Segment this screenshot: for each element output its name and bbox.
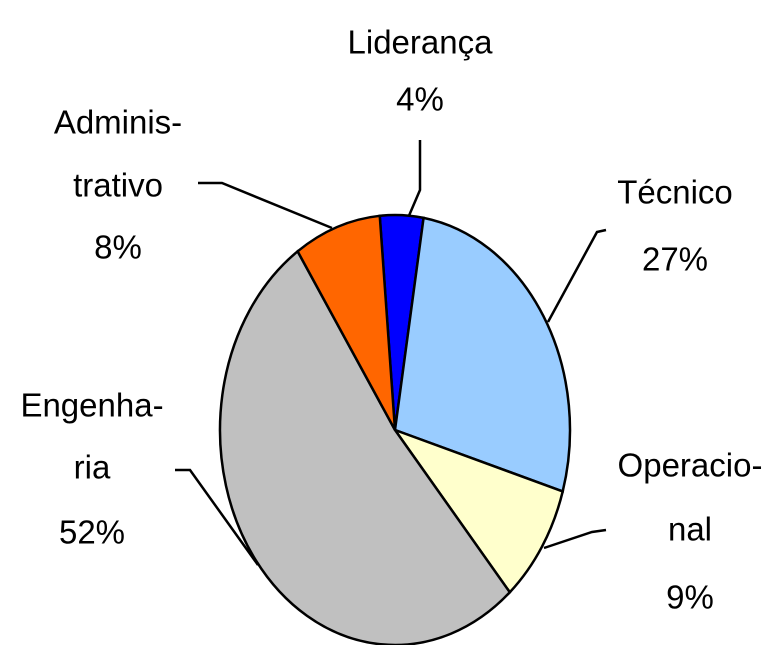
slice-label: Engenha- (20, 387, 163, 424)
leader-line (175, 468, 260, 566)
slice-label: Adminis- (54, 104, 182, 141)
leaders (175, 140, 607, 566)
leader-line (546, 228, 607, 323)
slice-label: Operacio- (618, 447, 763, 484)
slice-value-label: 9% (666, 579, 714, 616)
pie-slice (296, 214, 397, 431)
slice-label: Técnico (617, 174, 733, 211)
slice-value-label: 52% (59, 514, 125, 551)
pie-slice (218, 249, 512, 645)
slice-value-label: 8% (94, 229, 142, 266)
leader-line (543, 528, 607, 550)
leader-line (406, 140, 422, 219)
pie-slice (391, 427, 565, 595)
slice-label: Liderança (348, 24, 494, 61)
pie-slice (393, 216, 572, 494)
leader-line (198, 181, 333, 230)
slice-label: nal (668, 511, 712, 548)
slice-value-label: 27% (642, 241, 708, 278)
slice-label: ria (74, 449, 111, 486)
slice-label: trativo (73, 167, 163, 204)
slice-value-label: 4% (396, 81, 444, 118)
